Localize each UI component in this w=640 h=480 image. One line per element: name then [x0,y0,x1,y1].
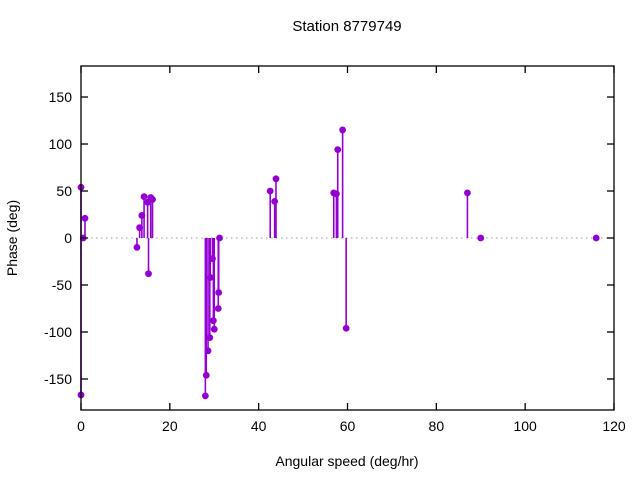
y-tick-label: -100 [44,324,72,340]
data-point [140,193,148,201]
data-point [209,317,217,325]
data-point [342,324,350,332]
data-point [266,187,274,195]
data-point [206,274,214,281]
y-tick-label: 50 [56,183,72,199]
data-point [145,270,152,278]
data-point [464,189,471,197]
series-group [77,126,600,400]
data-point [206,334,214,342]
data-point [202,371,210,379]
y-tick-label: -50 [52,277,72,293]
x-axis-label: Angular speed (deg/hr) [275,453,418,469]
y-tick-label: 0 [64,230,72,246]
y-tick-label: 150 [49,89,73,105]
y-axis-label: Phase (deg) [4,200,20,276]
data-point [272,175,280,183]
data-point [210,325,218,333]
data-point [201,392,209,400]
tick-labels-group: 0 20 40 60 80 100 120 -150 -100 -50 0 50 100 150 [44,89,626,434]
y-tick-label: 100 [49,136,73,152]
x-tick-label: 20 [162,418,178,434]
data-point [592,234,600,242]
data-point [477,234,485,242]
data-point [215,289,223,296]
x-tick-label: 40 [251,418,267,434]
data-point [332,190,340,198]
x-tick-label: 120 [602,418,626,434]
data-point [214,305,222,312]
data-point [149,196,156,203]
y-tick-label: -150 [44,371,72,387]
data-point [133,243,141,251]
x-tick-label: 0 [77,418,85,434]
axes-group [80,65,615,411]
x-tick-label: 100 [513,418,537,434]
data-point [204,347,212,355]
data-point [271,197,279,205]
x-tick-label: 60 [340,418,356,434]
data-point [339,126,347,134]
x-tick-label: 80 [429,418,445,434]
chart-title: Station 8779749 [292,18,401,35]
data-point [81,214,89,222]
data-point [334,146,342,154]
data-point [216,234,223,242]
